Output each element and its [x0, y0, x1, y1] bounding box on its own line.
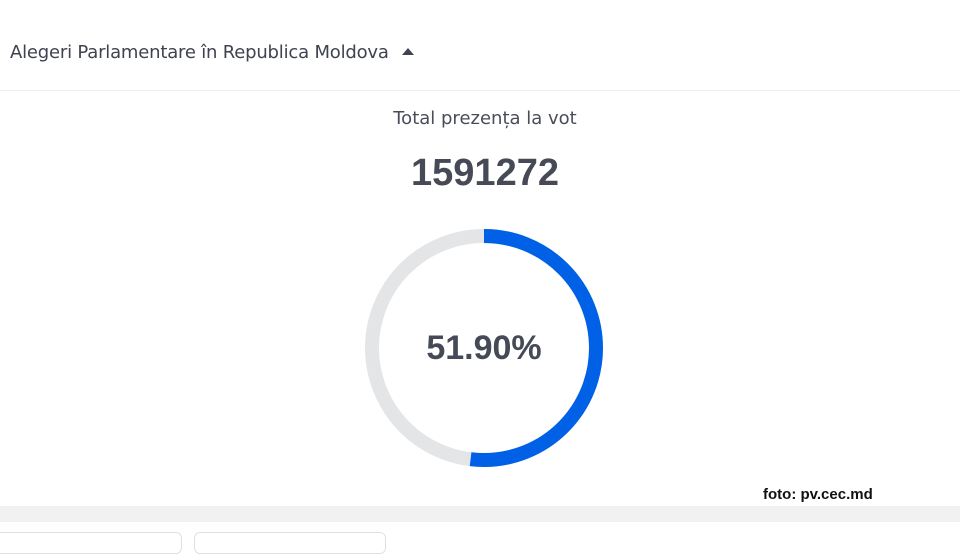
ring-progress-arc — [365, 229, 603, 467]
caret-up-icon — [401, 48, 414, 55]
turnout-total-votes: 1591272 — [411, 152, 559, 194]
bottom-tab-1[interactable] — [0, 532, 182, 554]
bottom-tab-2[interactable] — [194, 532, 386, 554]
election-selector-toggle[interactable]: Alegeri Parlamentare în Republica Moldov… — [10, 42, 414, 63]
turnout-progress-ring — [365, 229, 603, 467]
election-header: Alegeri Parlamentare în Republica Moldov… — [0, 0, 960, 91]
photo-credit: foto: pv.cec.md — [763, 486, 873, 503]
election-title: Alegeri Parlamentare în Republica Moldov… — [10, 42, 389, 63]
turnout-percentage: 51.90% — [426, 328, 542, 367]
turnout-label: Total prezența la vot — [393, 108, 577, 129]
section-divider — [0, 506, 960, 522]
turnout-card — [0, 91, 960, 506]
